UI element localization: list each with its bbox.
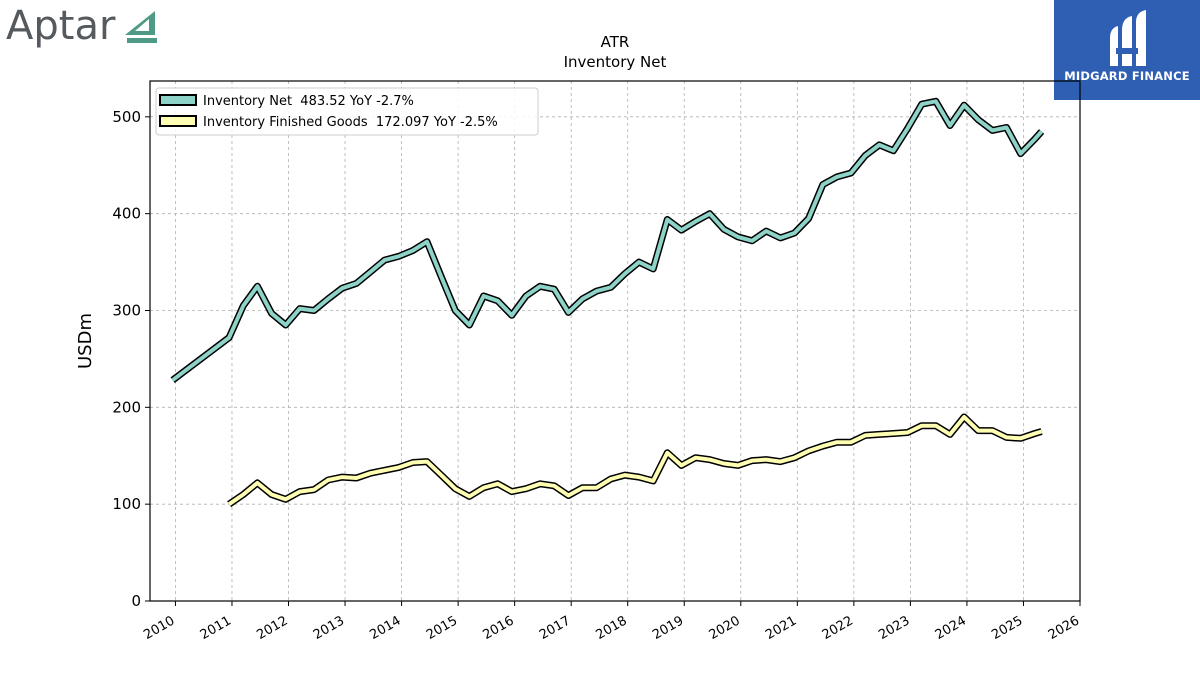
chart-subtitle: Inventory Net (564, 53, 667, 71)
x-tick-label: 2019 (650, 613, 686, 643)
legend-box (155, 87, 539, 136)
x-axis: 2010 2011 2012 2013 2014 2015 2016 2017 2018 2019… (141, 601, 1082, 643)
y-tick-label: 100 (112, 495, 141, 513)
aptar-logo-text: Aptar (6, 3, 116, 49)
series-line-1 (227, 415, 1043, 506)
x-tick-label: 2015 (424, 613, 460, 643)
grid (150, 81, 1081, 602)
legend: Inventory Net 483.52 YoY -2.7% Inventory … (155, 87, 539, 136)
series-outline-0 (170, 97, 1045, 383)
aptar-logo: Aptar (6, 2, 161, 50)
x-tick-label: 2011 (198, 613, 234, 643)
x-tick-label: 2024 (933, 613, 969, 643)
y-axis-label: USDm (75, 313, 96, 369)
y-tick-label: 500 (112, 108, 141, 126)
x-tick-label: 2022 (820, 613, 856, 643)
x-tick-label: 2014 (367, 613, 403, 643)
plot-frame (149, 80, 1081, 602)
x-tick-label: 2026 (1046, 613, 1082, 643)
y-tick-label: 200 (112, 398, 141, 416)
legend-label-0: Inventory Net 483.52 YoY -2.7% (203, 94, 414, 109)
x-tick-label: 2016 (480, 613, 516, 643)
x-tick-label: 2020 (707, 613, 743, 643)
series-layer (170, 97, 1045, 508)
midgard-brand-text: MIDGARD FINANCE (1064, 69, 1190, 83)
series-outline-1 (227, 413, 1043, 508)
y-tick-label: 300 (112, 301, 141, 319)
x-tick-label: 2012 (254, 613, 290, 643)
x-tick-label: 2017 (537, 613, 573, 643)
x-tick-label: 2021 (763, 613, 799, 643)
series-line-0 (171, 99, 1044, 382)
x-tick-label: 2013 (311, 613, 347, 643)
chart-title: ATR (601, 33, 630, 51)
midgard-logo-mark-icon (1110, 10, 1146, 66)
x-tick-label: 2010 (141, 613, 177, 643)
legend-label-1: Inventory Finished Goods 172.097 YoY -2.… (203, 115, 498, 130)
x-tick-label: 2025 (989, 613, 1025, 643)
y-tick-label: 400 (112, 205, 141, 223)
x-tick-label: 2018 (594, 613, 630, 643)
midgard-finance-logo: MIDGARD FINANCE (1054, 0, 1200, 100)
aptar-logo-mark-icon (125, 11, 158, 43)
y-tick-label: 0 (131, 592, 141, 610)
y-axis: 0 100 200 300 400 500 (112, 108, 150, 610)
legend-swatch-0 (159, 94, 197, 106)
x-tick-label: 2023 (876, 613, 912, 643)
legend-swatch-1 (159, 115, 197, 127)
